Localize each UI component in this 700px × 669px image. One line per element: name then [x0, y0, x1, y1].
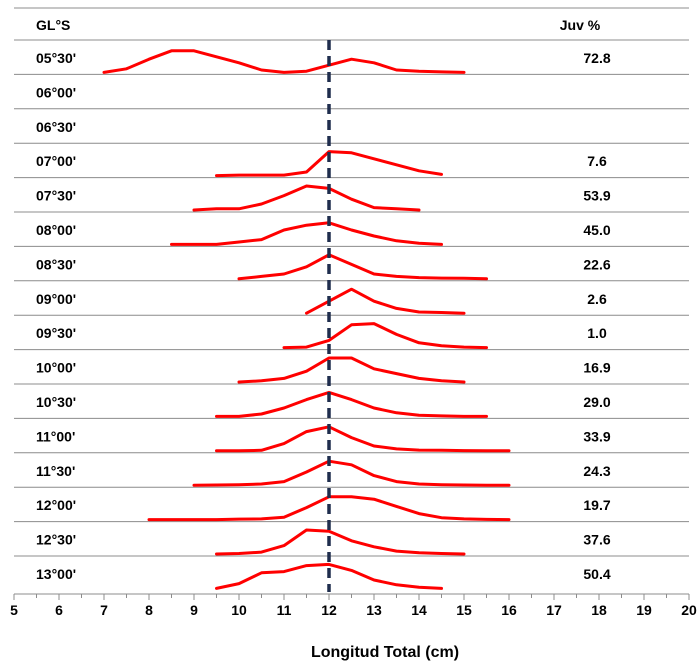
- x-tick-label: 12: [321, 602, 337, 618]
- juvenile-percent-label: 19.7: [583, 497, 610, 513]
- latitude-label: 12°30': [36, 532, 76, 548]
- latitude-label: 07°00': [36, 153, 76, 169]
- x-tick-label: 9: [190, 602, 198, 618]
- x-tick-label: 11: [277, 602, 292, 618]
- latitude-label: 10°30': [36, 394, 76, 410]
- latitude-label: 05°30': [36, 50, 76, 66]
- latitude-label: 07°30': [36, 188, 76, 204]
- latitude-label: 12°00': [36, 497, 76, 513]
- x-tick-label: 19: [636, 602, 652, 618]
- row-separators: [14, 7, 689, 557]
- latitude-label: 09°00': [36, 291, 76, 307]
- x-tick-label: 15: [456, 602, 472, 618]
- latitude-label: 06°30': [36, 119, 76, 135]
- x-axis-label: Longitud Total (cm): [311, 644, 459, 661]
- latitude-label: 10°00': [36, 360, 76, 376]
- latitude-label: 11°00': [36, 428, 75, 444]
- distribution-curve: [215, 150, 443, 178]
- latitude-label: 06°00': [36, 84, 76, 100]
- juvenile-percent-label: 50.4: [583, 566, 610, 582]
- distribution-curve: [282, 322, 488, 350]
- distribution-curve: [215, 390, 488, 418]
- distribution-curve: [102, 49, 466, 74]
- x-tick-label: 18: [591, 602, 607, 618]
- x-tick-label: 20: [681, 602, 697, 618]
- x-tick-label: 14: [411, 602, 427, 618]
- juvenile-percent-label: 29.0: [583, 394, 610, 410]
- distribution-curve: [192, 459, 511, 487]
- x-tick-label: 5: [10, 602, 18, 618]
- juvenile-percent-label: 45.0: [583, 222, 610, 238]
- x-tick-label: 7: [100, 602, 108, 618]
- juvenile-percent-label: 7.6: [587, 153, 607, 169]
- latitude-label: 11°30': [36, 463, 75, 479]
- latitude-label: 08°00': [36, 222, 76, 238]
- juvenile-percent-label: 1.0: [587, 325, 607, 341]
- x-tick-label: 8: [145, 602, 153, 618]
- distribution-curve: [237, 253, 488, 281]
- x-tick-label: 6: [55, 602, 63, 618]
- latitude-label: 09°30': [36, 325, 76, 341]
- juvenile-percent-label: 37.6: [583, 532, 610, 548]
- juvenile-percent-label: 53.9: [583, 188, 610, 204]
- distribution-curve: [237, 356, 466, 384]
- latitude-label: 13°00': [36, 566, 76, 582]
- juvenile-percent-labels: 72.8 7.6 53.9 45.0 22.6 2.6 1.0 16.9 29.0 33.9 24.…: [583, 50, 610, 582]
- juvenile-percent-label: 2.6: [587, 291, 607, 307]
- latitude-label: 08°30': [36, 256, 76, 272]
- juvenile-percent-label: 22.6: [583, 256, 610, 272]
- distribution-curve: [170, 221, 443, 246]
- row-header: GL°S: [36, 17, 70, 33]
- distribution-curve: [305, 287, 466, 315]
- juvenile-percent-label: 16.9: [583, 360, 610, 376]
- length-distribution-curves: [102, 49, 511, 590]
- distribution-curve: [215, 425, 511, 453]
- distribution-curve: [215, 528, 466, 556]
- x-tick-label: 16: [501, 602, 517, 618]
- x-tick-label: 10: [231, 602, 247, 618]
- distribution-curve: [215, 562, 443, 590]
- juvenile-percent-label: 72.8: [583, 50, 610, 66]
- juvenile-percent-label: 33.9: [583, 428, 610, 444]
- juvenile-percent-label: 24.3: [583, 463, 610, 479]
- distribution-curve: [192, 184, 421, 212]
- x-tick-label: 17: [546, 602, 562, 618]
- x-axis: 5 6 7 8 9 10 11 12 13 14 15 16 17 18 19 20: [10, 593, 697, 618]
- x-tick-label: 13: [366, 602, 382, 618]
- latitude-labels: 05°30' 06°00' 06°30' 07°00' 07°30' 08°00' 08°3…: [36, 50, 76, 582]
- value-header: Juv %: [560, 17, 601, 33]
